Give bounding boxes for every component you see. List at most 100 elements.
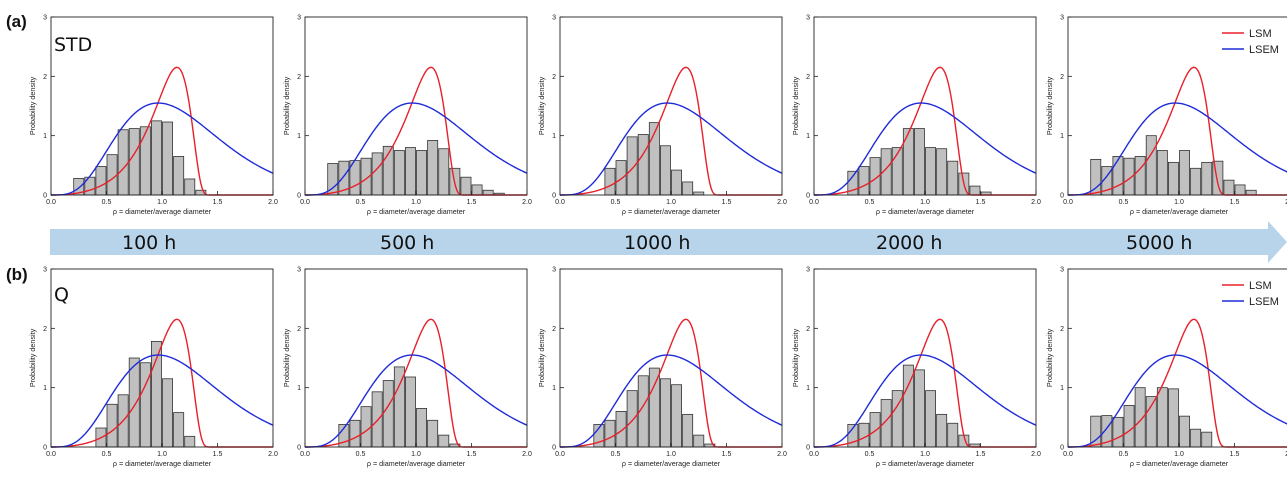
histogram-bar [128,357,140,448]
x-tick-label: 1.5 [976,451,986,458]
histogram-bar [914,369,925,448]
x-tick-label: 2.0 [1031,199,1041,206]
histogram-bar [405,376,416,448]
x-axis-label: ρ = diameter/average diameter [113,207,212,216]
y-tick-label: 0 [806,193,810,200]
histogram-bar [427,140,439,196]
y-tick-label: 0 [1060,193,1064,200]
histogram-bar [947,422,959,448]
x-tick-label: 0.5 [102,451,112,458]
y-axis-label: Probability density [282,76,291,135]
y-tick-label: 1 [552,133,556,140]
x-tick-label: 1.0 [666,451,676,458]
y-tick-label: 1 [806,385,810,392]
histogram-panel-b-100h: 0.0 0.5 1.0 1.5 2.0 0 1 2 3 ρ = diameter/average … [21,261,283,479]
histogram-bar [1179,415,1191,448]
lsm-curve [560,318,782,448]
x-axis-label: ρ = diameter/average diameter [622,459,721,468]
x-tick-label: 0.5 [611,451,621,458]
y-tick-label: 3 [43,267,47,274]
y-tick-label: 0 [1060,445,1064,452]
lsm-curve [51,66,273,196]
time-label-500h: 500 h [380,232,435,254]
x-axis-label: ρ = diameter/average diameter [113,459,212,468]
histogram-bar [416,408,428,448]
histogram-bar [405,147,416,196]
x-tick-label: 0.5 [356,451,366,458]
x-tick-label: 2.0 [777,451,787,458]
x-tick-label: 1.0 [666,199,676,206]
x-axis-label: ρ = diameter/average diameter [1130,459,1229,468]
y-tick-label: 1 [297,385,301,392]
y-tick-label: 3 [806,15,810,22]
histogram-bar [139,362,151,448]
histogram-bar [438,148,450,196]
histogram-bar [117,129,129,196]
x-tick-label: 1.5 [976,199,986,206]
x-tick-label: 2.0 [1285,199,1287,206]
histogram-bar [693,434,705,448]
histogram-bar [1223,179,1235,196]
histogram-bar [1179,150,1191,196]
lsem-curve [560,102,783,196]
histogram-bar [682,181,694,196]
histogram-bar [637,134,649,196]
histogram-bar [1190,167,1202,196]
axes-frame [304,268,528,448]
histogram-bar [1201,161,1213,196]
y-tick-label: 3 [552,15,556,22]
x-tick-label: 1.0 [411,451,421,458]
x-tick-label: 0.5 [611,199,621,206]
x-tick-label: 1.0 [1174,199,1184,206]
histogram-bar [869,412,881,448]
histogram-svg: 0.0 0.5 1.0 1.5 2.0 0 1 2 3 ρ = diameter/average … [1045,267,1287,468]
axes-frame [559,16,783,196]
histogram-bar [615,410,627,448]
histogram-bar [1245,189,1257,196]
x-axis-label: ρ = diameter/average diameter [367,459,466,468]
y-axis-label: Probability density [1045,76,1054,135]
y-tick-label: 0 [552,445,556,452]
axes-frame [559,268,783,448]
x-tick-label: 2.0 [522,199,532,206]
histogram-svg: 0.0 0.5 1.0 1.5 2.0 0 1 2 3 ρ = diameter/average … [28,267,278,469]
histogram-bar [660,145,671,196]
x-tick-label: 1.5 [1230,199,1240,206]
x-tick-label: 1.5 [1230,451,1240,458]
time-label-5000h: 5000 h [1126,232,1193,254]
histogram-bar [184,435,196,448]
histogram-bar [1234,184,1246,196]
axes-frame [50,268,274,448]
lsem-curve [814,102,1037,196]
x-tick-label: 1.5 [722,451,732,458]
x-tick-label: 0.5 [1119,199,1129,206]
lsem-curve [305,102,528,196]
y-tick-label: 2 [297,326,301,333]
histogram-bar [382,380,394,448]
x-tick-label: 0.0 [809,199,819,206]
histogram-bar [1123,405,1135,448]
y-tick-label: 2 [1060,74,1064,81]
histogram-bar [1201,431,1213,448]
plot-area: 0.0 0.5 1.0 1.5 2.0 0 1 2 3 ρ = diameter/average … [282,267,532,469]
y-tick-label: 2 [806,326,810,333]
histogram-bar [1156,150,1168,196]
y-tick-label: 0 [43,445,47,452]
lsm-curve [560,66,782,196]
y-axis-label: Probability density [537,76,546,135]
x-axis-label: ρ = diameter/average diameter [876,459,975,468]
histogram-panel-a-2000h: 0.0 0.5 1.0 1.5 2.0 0 1 2 3 ρ = diameter/average … [784,9,1046,227]
y-tick-label: 1 [806,133,810,140]
lsm-curve [305,318,527,448]
histogram-bar [671,169,683,196]
lsem-curve [51,354,274,448]
condition-label-std: STD [54,34,93,56]
condition-label-q: Q [54,284,69,306]
plot-area: 0.0 0.5 1.0 1.5 2.0 0 1 2 3 ρ = diameter/average … [1045,15,1287,216]
legend-label: LSM [1249,28,1272,40]
histogram-bar [1112,416,1124,448]
y-tick-label: 2 [1060,326,1064,333]
y-tick-label: 2 [552,326,556,333]
histogram-bar [1145,396,1157,448]
histogram-bar [95,166,107,196]
